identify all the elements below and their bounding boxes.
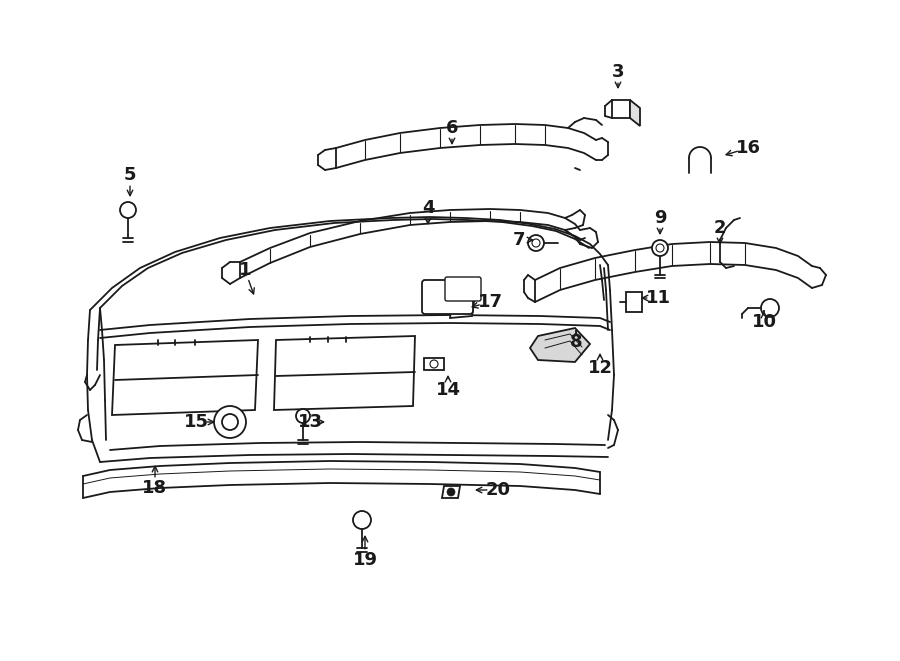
Text: 9: 9 <box>653 209 666 227</box>
Text: 12: 12 <box>588 359 613 377</box>
Text: 13: 13 <box>298 413 322 431</box>
Circle shape <box>656 244 664 252</box>
Text: 10: 10 <box>752 313 777 331</box>
Polygon shape <box>450 302 474 318</box>
Polygon shape <box>626 292 642 312</box>
Text: 20: 20 <box>485 481 510 499</box>
Text: 3: 3 <box>612 63 625 81</box>
Circle shape <box>222 414 238 430</box>
Text: 14: 14 <box>436 381 461 399</box>
Circle shape <box>447 488 455 496</box>
Text: 11: 11 <box>645 289 670 307</box>
Polygon shape <box>424 358 444 370</box>
Circle shape <box>652 240 668 256</box>
Circle shape <box>214 406 246 438</box>
Circle shape <box>296 409 310 423</box>
Text: 7: 7 <box>513 231 526 249</box>
Text: 17: 17 <box>478 293 502 311</box>
Text: 1: 1 <box>238 261 251 279</box>
Text: 2: 2 <box>714 219 726 237</box>
Text: 19: 19 <box>353 551 377 569</box>
Text: 16: 16 <box>735 139 760 157</box>
FancyBboxPatch shape <box>422 280 473 314</box>
Circle shape <box>120 202 136 218</box>
Text: 4: 4 <box>422 199 434 217</box>
Circle shape <box>528 235 544 251</box>
Text: 18: 18 <box>142 479 167 497</box>
Polygon shape <box>274 336 415 410</box>
Circle shape <box>353 511 371 529</box>
Polygon shape <box>612 100 630 118</box>
FancyBboxPatch shape <box>445 277 481 301</box>
Text: 5: 5 <box>124 166 136 184</box>
Text: 8: 8 <box>570 333 582 351</box>
Polygon shape <box>630 100 640 126</box>
Polygon shape <box>442 486 460 498</box>
Polygon shape <box>530 328 590 362</box>
Text: 15: 15 <box>184 413 209 431</box>
Circle shape <box>430 360 438 368</box>
Circle shape <box>761 299 779 317</box>
Text: 6: 6 <box>446 119 458 137</box>
Polygon shape <box>112 340 258 415</box>
Circle shape <box>532 239 540 247</box>
